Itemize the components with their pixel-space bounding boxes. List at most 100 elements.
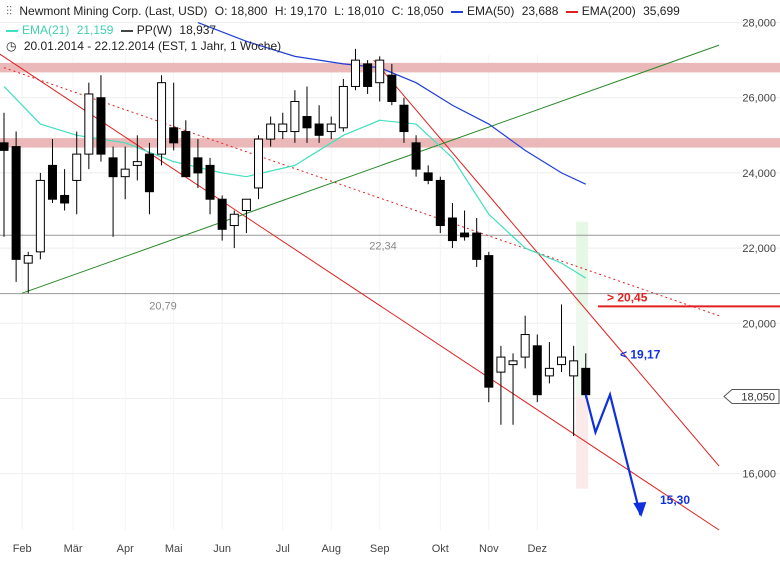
instrument-name: Newmont Mining Corp. (Last, USD) — [19, 4, 208, 18]
candle-body — [557, 356, 567, 366]
candle-body — [84, 93, 94, 155]
resistance-zone — [0, 138, 780, 148]
candle-body — [0, 142, 9, 151]
resistance-zone — [0, 62, 780, 73]
trend-line — [3, 67, 720, 317]
candle-body — [435, 179, 445, 227]
candle-body — [496, 356, 506, 373]
y-tick-label: 26,000 — [742, 93, 776, 105]
current-price-label: 18,050 — [741, 392, 775, 404]
candle-body — [411, 142, 421, 170]
candle-body — [35, 179, 45, 253]
candle-body — [532, 345, 542, 396]
candle-body — [484, 255, 494, 388]
date-range: 20.01.2014 - 22.12.2014 (EST, 1 Jahr, 1 … — [23, 39, 282, 53]
support-label: < 19,17 — [620, 347, 661, 361]
x-tick-label: Dez — [527, 543, 547, 555]
candle-body — [169, 127, 179, 144]
candle-body — [144, 153, 154, 193]
trend-line — [22, 44, 720, 294]
y-tick-label: 28,000 — [742, 18, 776, 30]
open-value: O: 18,800 — [214, 4, 268, 18]
x-tick-label: Nov — [479, 543, 499, 555]
y-tick-label: 24,000 — [742, 168, 776, 180]
candle-body — [60, 194, 70, 204]
candle-body — [217, 198, 227, 230]
y-tick-label: 16,000 — [742, 469, 776, 481]
target-label: 15,30 — [660, 493, 690, 507]
x-tick-label: Mär — [64, 543, 83, 555]
ema21-value: 21,159 — [76, 23, 114, 37]
high-value: H: 19,170 — [274, 4, 327, 18]
candle-body — [266, 123, 276, 140]
candle-body — [387, 74, 397, 102]
candle-body — [423, 172, 433, 181]
candle-body — [508, 360, 518, 366]
projection-band-green — [576, 221, 589, 307]
x-tick-label: Okt — [432, 543, 449, 555]
pp-swatch — [120, 29, 133, 32]
projection-arrowhead — [633, 501, 647, 517]
candle-body — [375, 59, 385, 84]
candle-body — [181, 131, 191, 178]
x-tick-label: Jul — [276, 543, 290, 555]
candle-body — [157, 82, 167, 155]
header-line-3: ◷ 20.01.2014 - 22.12.2014 (EST, 1 Jahr, … — [6, 39, 285, 53]
x-tick-label: Jun — [213, 543, 231, 555]
candle-body — [569, 360, 579, 377]
candle-body — [460, 232, 470, 238]
candle-body — [193, 157, 203, 174]
candle-body — [544, 367, 554, 377]
candle-body — [254, 138, 264, 189]
trend-line — [373, 59, 720, 467]
candle-body — [326, 123, 336, 133]
ema200-swatch — [565, 10, 578, 13]
trend-line — [0, 53, 720, 531]
candle-body — [314, 123, 324, 136]
resistance-label: > 20,45 — [607, 290, 648, 304]
header-line-1: ⫶⫶ Newmont Mining Corp. (Last, USD) O: 1… — [6, 4, 684, 19]
header-line-2: EMA(21) 21,159 PP(W) 18,937 — [6, 23, 220, 37]
candle-body — [447, 217, 457, 242]
pivot-label: 20,79 — [149, 301, 177, 313]
x-tick-label: Feb — [13, 543, 32, 555]
pp-label: PP(W) — [136, 23, 173, 37]
pivot-label: 22,34 — [369, 240, 397, 252]
candle-body — [278, 123, 288, 133]
candle-body — [290, 100, 300, 133]
candle-body — [520, 334, 530, 358]
ema21-swatch — [6, 29, 18, 32]
x-tick-label: Aug — [321, 543, 341, 555]
candle-body — [302, 116, 312, 129]
ema200-label: EMA(200) — [581, 4, 636, 18]
candle-body — [120, 168, 130, 178]
ema50-line — [197, 21, 587, 185]
candle-body — [350, 59, 360, 87]
clock-icon: ◷ — [6, 39, 17, 53]
candle-body — [47, 164, 57, 200]
candle-body — [72, 153, 82, 181]
ema50-value: 23,688 — [521, 4, 559, 18]
candle-body — [23, 255, 33, 264]
low-value: L: 18,010 — [334, 4, 385, 18]
candle-body — [338, 85, 348, 129]
x-tick-label: Mai — [165, 543, 183, 555]
candle-body — [241, 198, 251, 211]
y-tick-label: 20,000 — [742, 318, 776, 330]
candle-body — [132, 161, 142, 166]
close-value: C: 18,050 — [391, 4, 444, 18]
ema50-label: EMA(50) — [467, 4, 515, 18]
projection-band-red — [576, 396, 589, 489]
y-tick-label: 22,000 — [742, 243, 776, 255]
candle-body — [108, 157, 118, 178]
candle-body — [399, 104, 409, 133]
candle-body — [363, 63, 373, 87]
pp-value: 18,937 — [179, 23, 217, 37]
projection-arrow-line — [584, 391, 642, 516]
ema50-swatch — [451, 10, 463, 13]
current-price-tag — [723, 389, 780, 405]
chart-logo-icon: ⫶⫶ — [6, 4, 13, 18]
x-tick-label: Apr — [117, 543, 134, 555]
candle-body — [11, 146, 21, 260]
